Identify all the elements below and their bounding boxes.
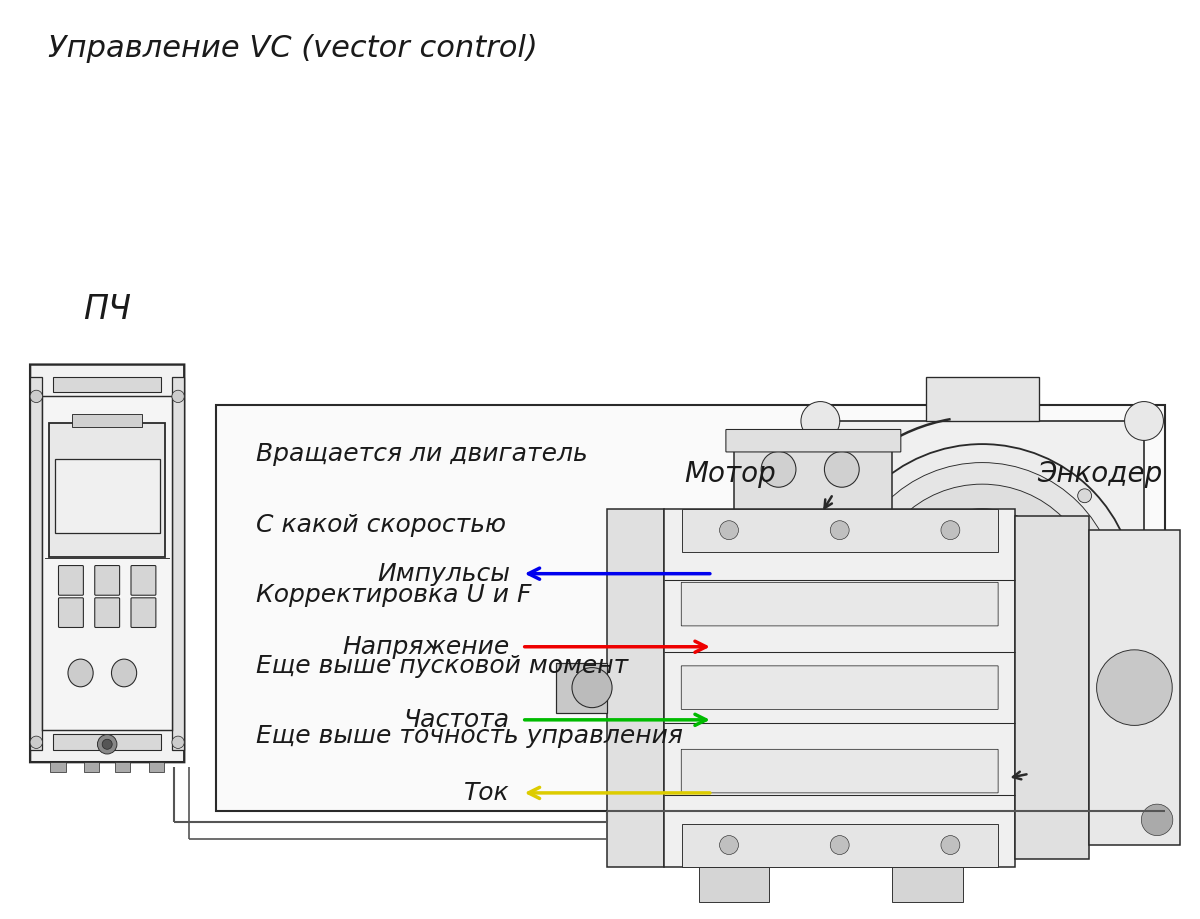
Bar [30,377,42,750]
Text: С какой скоростью: С какой скоростью [257,513,506,537]
Bar [682,823,998,867]
Circle shape [1141,804,1172,835]
Circle shape [572,667,612,708]
Circle shape [172,391,185,403]
FancyBboxPatch shape [682,666,998,709]
Ellipse shape [761,451,796,487]
Bar [49,423,166,557]
FancyBboxPatch shape [59,565,83,596]
Text: Вращается ли двигатель: Вращается ли двигатель [257,442,588,466]
Circle shape [97,734,116,754]
FancyBboxPatch shape [30,365,185,762]
Circle shape [940,555,1025,641]
Text: Корректировка U и F: Корректировка U и F [257,584,532,607]
Bar [557,663,607,712]
Bar [664,509,1015,867]
Circle shape [1078,489,1092,503]
Text: Еще выше пусковой момент: Еще выше пусковой момент [257,653,629,677]
Bar [607,509,664,867]
Circle shape [872,489,887,503]
Circle shape [800,402,840,440]
Circle shape [868,484,1097,712]
Circle shape [830,835,850,855]
FancyBboxPatch shape [682,583,998,626]
Circle shape [720,521,738,539]
FancyBboxPatch shape [682,749,998,793]
Circle shape [893,509,1072,687]
Bar [172,377,185,750]
Circle shape [872,694,887,708]
Bar [925,377,1039,421]
Bar [700,867,769,902]
Circle shape [30,391,42,403]
Bar [682,509,998,551]
Circle shape [918,533,1046,663]
FancyBboxPatch shape [726,429,901,452]
Circle shape [1124,756,1164,795]
Circle shape [720,835,738,855]
Bar [893,867,962,902]
Ellipse shape [112,659,137,686]
Text: Частота: Частота [403,708,510,732]
Bar [50,762,66,772]
Text: Управление VC (vector control): Управление VC (vector control) [48,34,538,62]
Text: Мотор: Мотор [684,460,775,488]
Ellipse shape [68,659,94,686]
FancyBboxPatch shape [131,565,156,596]
Bar [84,762,100,772]
Bar [1090,530,1180,845]
Bar [149,762,164,772]
Circle shape [800,756,840,795]
FancyBboxPatch shape [131,598,156,628]
FancyBboxPatch shape [95,598,120,628]
Bar [42,396,172,731]
Text: Еще выше точность управления: Еще выше точность управления [257,724,683,748]
Bar [53,734,161,750]
Circle shape [1124,402,1164,440]
Text: Энкодер: Энкодер [1037,460,1162,488]
Circle shape [102,739,112,749]
Ellipse shape [824,451,859,487]
Bar [72,414,142,427]
Text: Импульсы: Импульсы [377,562,510,585]
Circle shape [1078,694,1092,708]
Circle shape [828,444,1136,753]
Circle shape [941,835,960,855]
Bar [216,405,1165,811]
Circle shape [1097,650,1172,725]
Bar [1015,516,1090,859]
Circle shape [941,521,960,539]
Text: Ток: Ток [464,781,510,805]
Bar [55,460,160,533]
Circle shape [830,521,850,539]
Text: Напряжение: Напряжение [343,635,510,659]
Circle shape [958,573,1007,623]
Bar [115,762,131,772]
Bar [734,437,893,509]
FancyBboxPatch shape [95,565,120,596]
Circle shape [172,736,185,748]
FancyBboxPatch shape [59,598,83,628]
Circle shape [974,590,990,606]
Circle shape [30,736,42,748]
Text: ПЧ: ПЧ [83,293,131,326]
Circle shape [846,462,1118,733]
Bar [821,421,1144,776]
Circle shape [970,585,995,610]
Bar [53,377,161,392]
